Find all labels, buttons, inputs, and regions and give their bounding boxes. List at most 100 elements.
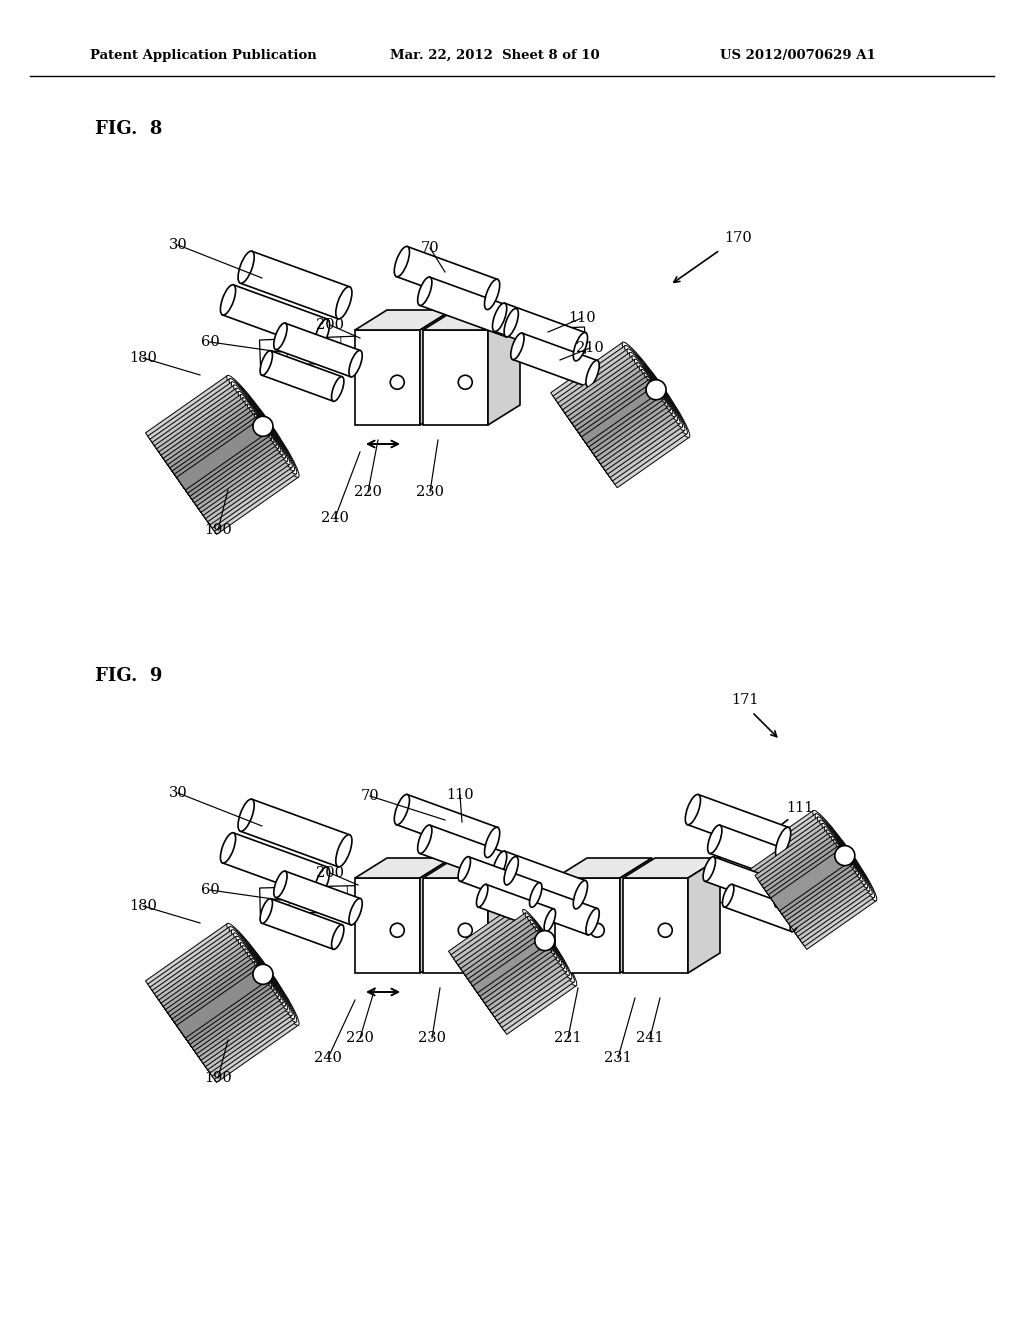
Ellipse shape: [241, 395, 286, 458]
Ellipse shape: [220, 285, 236, 315]
Ellipse shape: [236, 936, 290, 1012]
Polygon shape: [751, 820, 869, 940]
Polygon shape: [688, 858, 720, 973]
Polygon shape: [446, 899, 573, 1031]
Polygon shape: [170, 411, 274, 499]
Polygon shape: [456, 913, 564, 1018]
Polygon shape: [762, 837, 858, 924]
Text: 111: 111: [786, 801, 814, 814]
Polygon shape: [620, 858, 652, 973]
Ellipse shape: [458, 857, 470, 882]
Ellipse shape: [238, 799, 254, 832]
Ellipse shape: [623, 342, 690, 437]
Polygon shape: [551, 342, 689, 488]
Polygon shape: [163, 949, 281, 1057]
Ellipse shape: [245, 401, 281, 451]
Polygon shape: [396, 795, 498, 858]
Ellipse shape: [637, 363, 676, 417]
Ellipse shape: [573, 880, 588, 909]
Polygon shape: [420, 825, 516, 884]
Ellipse shape: [349, 899, 362, 925]
Ellipse shape: [476, 884, 487, 907]
Ellipse shape: [231, 929, 295, 1019]
Ellipse shape: [243, 945, 284, 1003]
Ellipse shape: [828, 833, 861, 878]
Polygon shape: [423, 330, 488, 425]
Ellipse shape: [314, 319, 330, 350]
Polygon shape: [150, 381, 294, 528]
Ellipse shape: [822, 824, 867, 888]
Ellipse shape: [632, 355, 680, 424]
Polygon shape: [423, 858, 520, 878]
Circle shape: [658, 923, 672, 937]
Polygon shape: [766, 842, 854, 917]
Text: 200: 200: [316, 866, 344, 880]
Polygon shape: [150, 929, 294, 1076]
Text: 200: 200: [316, 318, 344, 333]
Polygon shape: [145, 375, 299, 535]
Ellipse shape: [646, 376, 666, 404]
Text: 220: 220: [346, 1031, 374, 1045]
Ellipse shape: [586, 908, 599, 935]
Polygon shape: [560, 356, 680, 474]
Polygon shape: [241, 799, 349, 867]
Polygon shape: [355, 310, 452, 330]
Polygon shape: [513, 333, 597, 387]
Polygon shape: [222, 833, 328, 898]
Ellipse shape: [273, 871, 287, 898]
Ellipse shape: [515, 899, 574, 982]
Polygon shape: [153, 933, 292, 1073]
Ellipse shape: [651, 383, 660, 396]
Ellipse shape: [511, 880, 524, 908]
Ellipse shape: [703, 857, 716, 882]
Polygon shape: [443, 895, 577, 1035]
Polygon shape: [460, 857, 540, 907]
Ellipse shape: [685, 795, 700, 825]
Polygon shape: [562, 359, 678, 471]
Polygon shape: [355, 858, 452, 878]
Ellipse shape: [238, 251, 254, 284]
Polygon shape: [176, 420, 267, 490]
Ellipse shape: [538, 931, 552, 950]
Polygon shape: [705, 857, 785, 907]
Ellipse shape: [791, 909, 802, 932]
Ellipse shape: [258, 420, 267, 433]
Polygon shape: [147, 927, 296, 1080]
Ellipse shape: [484, 828, 500, 858]
Ellipse shape: [252, 411, 274, 442]
Polygon shape: [577, 380, 664, 450]
Circle shape: [646, 380, 666, 400]
Ellipse shape: [236, 388, 290, 465]
Polygon shape: [145, 924, 299, 1082]
Ellipse shape: [250, 407, 276, 445]
Polygon shape: [569, 370, 671, 461]
Text: 60: 60: [201, 335, 219, 348]
Polygon shape: [174, 417, 269, 494]
Polygon shape: [755, 826, 865, 933]
Polygon shape: [710, 825, 806, 884]
Polygon shape: [423, 310, 520, 330]
Ellipse shape: [819, 820, 870, 891]
Polygon shape: [355, 878, 420, 973]
Polygon shape: [567, 366, 673, 465]
Ellipse shape: [336, 286, 352, 319]
Polygon shape: [749, 817, 871, 942]
Polygon shape: [753, 824, 867, 937]
Polygon shape: [572, 372, 668, 457]
Polygon shape: [222, 285, 328, 348]
Text: 230: 230: [416, 484, 444, 499]
Polygon shape: [451, 906, 569, 1024]
Polygon shape: [488, 858, 520, 973]
Polygon shape: [743, 810, 877, 949]
Polygon shape: [478, 884, 554, 932]
Polygon shape: [461, 920, 559, 1010]
Ellipse shape: [247, 952, 279, 997]
Polygon shape: [170, 958, 274, 1048]
Ellipse shape: [314, 867, 330, 898]
Polygon shape: [449, 903, 571, 1027]
Ellipse shape: [241, 942, 286, 1006]
Circle shape: [390, 375, 404, 389]
Polygon shape: [724, 884, 800, 932]
Polygon shape: [565, 363, 675, 467]
Ellipse shape: [573, 333, 588, 360]
